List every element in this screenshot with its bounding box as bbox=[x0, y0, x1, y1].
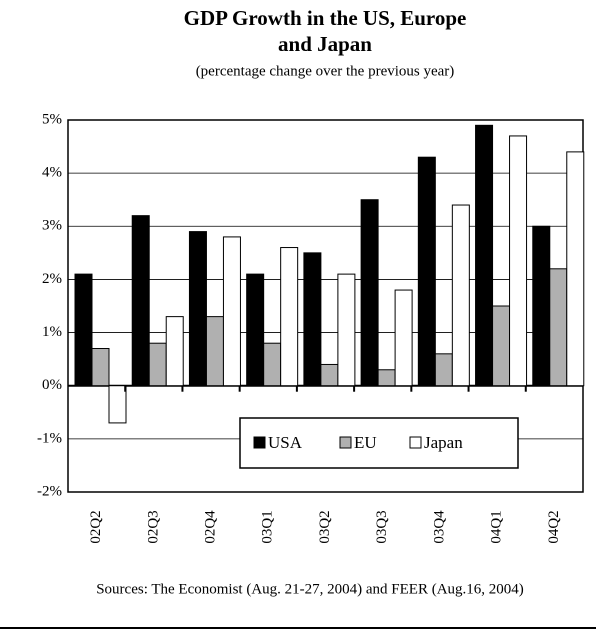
chart-title: and Japan bbox=[278, 32, 372, 56]
legend-box bbox=[239, 417, 519, 469]
y-tick-label: 2% bbox=[42, 271, 62, 287]
x-tick-label: 04Q1 bbox=[489, 510, 505, 543]
y-tick-label: 1% bbox=[42, 324, 62, 340]
bar bbox=[532, 225, 551, 387]
bar bbox=[263, 342, 282, 387]
bar bbox=[222, 236, 241, 387]
bar bbox=[337, 273, 356, 387]
x-tick-label: 03Q2 bbox=[317, 510, 333, 543]
x-tick-label: 03Q4 bbox=[431, 510, 447, 544]
bar bbox=[148, 342, 167, 387]
bar bbox=[188, 231, 207, 387]
chart-subtitle: (percentage change over the previous yea… bbox=[196, 63, 455, 79]
x-tick-label: 03Q3 bbox=[374, 510, 390, 543]
x-tick-label: 04Q2 bbox=[546, 510, 562, 543]
bar bbox=[492, 305, 511, 387]
y-tick-label: -1% bbox=[37, 430, 62, 446]
bar bbox=[549, 268, 568, 387]
legend-label: EU bbox=[354, 433, 377, 452]
bar bbox=[280, 247, 299, 387]
x-tick-label: 02Q2 bbox=[88, 510, 104, 543]
bar bbox=[74, 273, 93, 387]
bar bbox=[91, 348, 110, 387]
x-tick-label: 02Q4 bbox=[202, 510, 218, 544]
y-tick-label: 5% bbox=[42, 111, 62, 127]
bar bbox=[360, 199, 379, 387]
bar bbox=[377, 369, 396, 387]
bar bbox=[417, 156, 436, 387]
y-tick-label: 3% bbox=[42, 218, 62, 234]
source-note: Sources: The Economist (Aug. 21-27, 2004… bbox=[96, 581, 524, 597]
bar bbox=[451, 204, 470, 387]
chart-title: GDP Growth in the US, Europe bbox=[184, 6, 467, 30]
y-tick-label: 4% bbox=[42, 165, 62, 181]
legend-label: USA bbox=[268, 433, 303, 452]
bar bbox=[246, 273, 265, 387]
legend-label: Japan bbox=[424, 433, 463, 452]
bar bbox=[475, 124, 494, 387]
y-tick-label: -2% bbox=[37, 483, 62, 499]
legend-swatch bbox=[409, 436, 422, 449]
bar bbox=[165, 316, 184, 387]
bar bbox=[131, 215, 150, 387]
bar bbox=[108, 385, 127, 424]
y-tick-label: 0% bbox=[42, 377, 62, 393]
bar bbox=[320, 363, 339, 387]
legend-swatch bbox=[339, 436, 352, 449]
bar bbox=[566, 151, 585, 387]
bar bbox=[434, 353, 453, 387]
x-tick-label: 03Q1 bbox=[260, 510, 276, 543]
bar bbox=[205, 316, 224, 387]
bar bbox=[394, 289, 413, 387]
x-tick-label: 02Q3 bbox=[145, 510, 161, 543]
bar bbox=[303, 252, 322, 387]
bar bbox=[509, 135, 528, 387]
legend-swatch bbox=[253, 436, 266, 449]
